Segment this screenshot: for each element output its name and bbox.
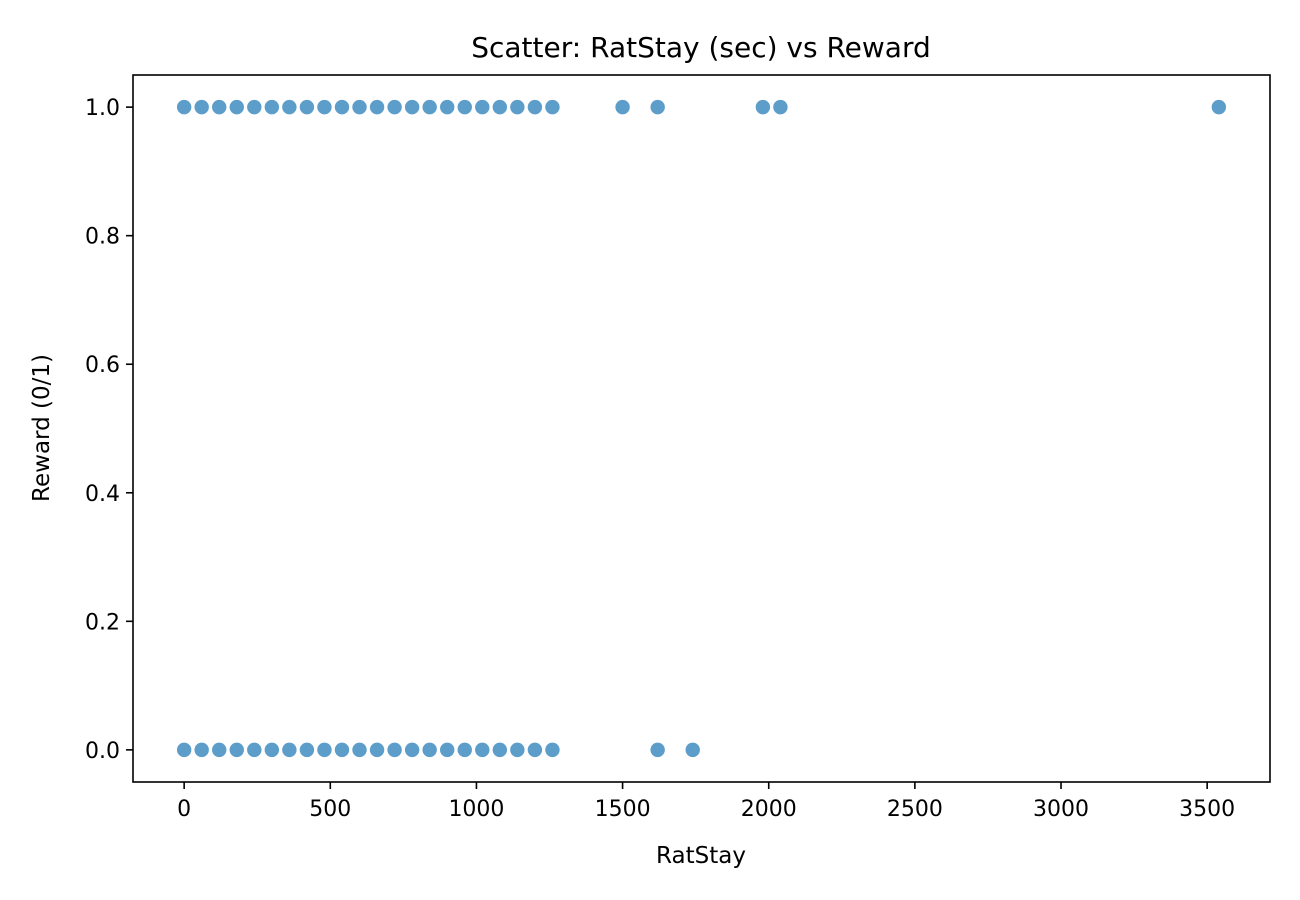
scatter-point bbox=[440, 99, 455, 115]
scatter-point bbox=[352, 742, 367, 758]
y-tick-label: 0.4 bbox=[85, 482, 120, 507]
scatter-point bbox=[369, 742, 385, 758]
scatter-point bbox=[264, 99, 280, 115]
y-tick-label: 1.0 bbox=[85, 96, 120, 121]
scatter-point bbox=[247, 99, 262, 115]
scatter-point bbox=[685, 742, 700, 758]
scatter-point bbox=[317, 742, 332, 758]
scatter-point bbox=[334, 99, 350, 115]
y-tick-label: 0.6 bbox=[85, 353, 120, 378]
x-tick-label: 0 bbox=[177, 797, 191, 822]
scatter-point bbox=[510, 99, 525, 115]
scatter-point bbox=[422, 742, 437, 758]
scatter-point bbox=[299, 99, 315, 115]
scatter-point bbox=[615, 99, 630, 115]
scatter-point bbox=[650, 742, 665, 758]
scatter-point bbox=[369, 99, 385, 115]
scatter-point bbox=[422, 99, 437, 115]
y-tick-label: 0.0 bbox=[85, 739, 120, 764]
scatter-point bbox=[352, 99, 367, 115]
scatter-point bbox=[176, 742, 192, 758]
plot-frame bbox=[132, 74, 1271, 783]
scatter-point bbox=[1211, 99, 1227, 115]
scatter-point bbox=[755, 99, 771, 115]
scatter-point bbox=[404, 742, 420, 758]
scatter-point bbox=[229, 742, 244, 758]
scatter-point bbox=[176, 99, 192, 115]
scatter-point bbox=[545, 99, 560, 115]
scatter-point bbox=[440, 742, 455, 758]
y-tick-label: 0.8 bbox=[85, 225, 120, 250]
scatter-point bbox=[475, 99, 490, 115]
scatter-point bbox=[404, 99, 420, 115]
scatter-point bbox=[492, 742, 508, 758]
y-axis-ticks: 0.0 0.2 0.4 0.6 0.8 1.0 bbox=[85, 96, 133, 764]
scatter-point bbox=[510, 742, 525, 758]
scatter-point bbox=[229, 99, 244, 115]
x-tick-label: 1500 bbox=[595, 797, 651, 822]
scatter-point bbox=[527, 742, 543, 758]
plot-area bbox=[133, 75, 1270, 782]
scatter-point bbox=[282, 99, 297, 115]
scatter-point bbox=[194, 742, 209, 758]
scatter-point bbox=[299, 742, 315, 758]
scatter-point bbox=[282, 742, 297, 758]
scatter-point bbox=[194, 99, 209, 115]
scatter-point bbox=[457, 742, 472, 758]
x-tick-label: 500 bbox=[309, 797, 351, 822]
scatter-point bbox=[387, 742, 402, 758]
scatter-point bbox=[527, 99, 543, 115]
scatter-point bbox=[457, 99, 472, 115]
scatter-point bbox=[212, 742, 227, 758]
x-axis-label: RatStay bbox=[656, 843, 746, 869]
scatter-point bbox=[264, 742, 280, 758]
data-points bbox=[176, 99, 1227, 758]
chart-title: Scatter: RatStay (sec) vs Reward bbox=[471, 31, 931, 64]
scatter-point bbox=[334, 742, 350, 758]
scatter-point bbox=[545, 742, 560, 758]
x-tick-label: 2000 bbox=[741, 797, 797, 822]
scatter-point bbox=[650, 99, 665, 115]
scatter-point bbox=[317, 99, 332, 115]
scatter-point bbox=[247, 742, 262, 758]
scatter-point bbox=[492, 99, 508, 115]
y-tick-label: 0.2 bbox=[85, 610, 120, 635]
x-tick-label: 3000 bbox=[1033, 797, 1089, 822]
y-axis-label: Reward (0/1) bbox=[29, 354, 55, 502]
scatter-point bbox=[475, 742, 490, 758]
x-tick-label: 3500 bbox=[1179, 797, 1235, 822]
x-tick-label: 2500 bbox=[887, 797, 943, 822]
x-tick-label: 1000 bbox=[448, 797, 504, 822]
scatter-point bbox=[773, 99, 788, 115]
scatter-point bbox=[212, 99, 227, 115]
x-axis-ticks: 0 500 1000 1500 2000 2500 3000 3500 bbox=[177, 782, 1235, 822]
scatter-point bbox=[387, 99, 402, 115]
